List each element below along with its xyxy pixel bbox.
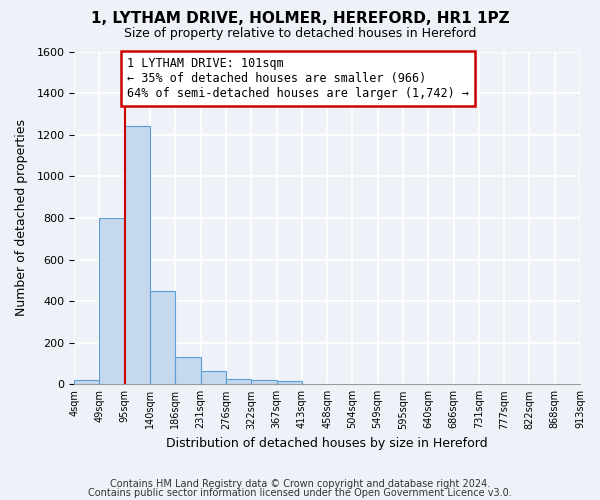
Text: 1, LYTHAM DRIVE, HOLMER, HEREFORD, HR1 1PZ: 1, LYTHAM DRIVE, HOLMER, HEREFORD, HR1 1… <box>91 11 509 26</box>
Bar <box>251 380 277 384</box>
Text: 1 LYTHAM DRIVE: 101sqm
← 35% of detached houses are smaller (966)
64% of semi-de: 1 LYTHAM DRIVE: 101sqm ← 35% of detached… <box>127 56 469 100</box>
Y-axis label: Number of detached properties: Number of detached properties <box>15 120 28 316</box>
Text: Size of property relative to detached houses in Hereford: Size of property relative to detached ho… <box>124 28 476 40</box>
Bar <box>277 381 302 384</box>
Bar <box>125 126 150 384</box>
Bar <box>226 379 251 384</box>
Bar <box>175 358 200 384</box>
Bar <box>100 218 125 384</box>
Text: Contains public sector information licensed under the Open Government Licence v3: Contains public sector information licen… <box>88 488 512 498</box>
X-axis label: Distribution of detached houses by size in Hereford: Distribution of detached houses by size … <box>166 437 488 450</box>
Bar <box>74 380 100 384</box>
Bar <box>150 290 175 384</box>
Bar <box>200 371 226 384</box>
Text: Contains HM Land Registry data © Crown copyright and database right 2024.: Contains HM Land Registry data © Crown c… <box>110 479 490 489</box>
